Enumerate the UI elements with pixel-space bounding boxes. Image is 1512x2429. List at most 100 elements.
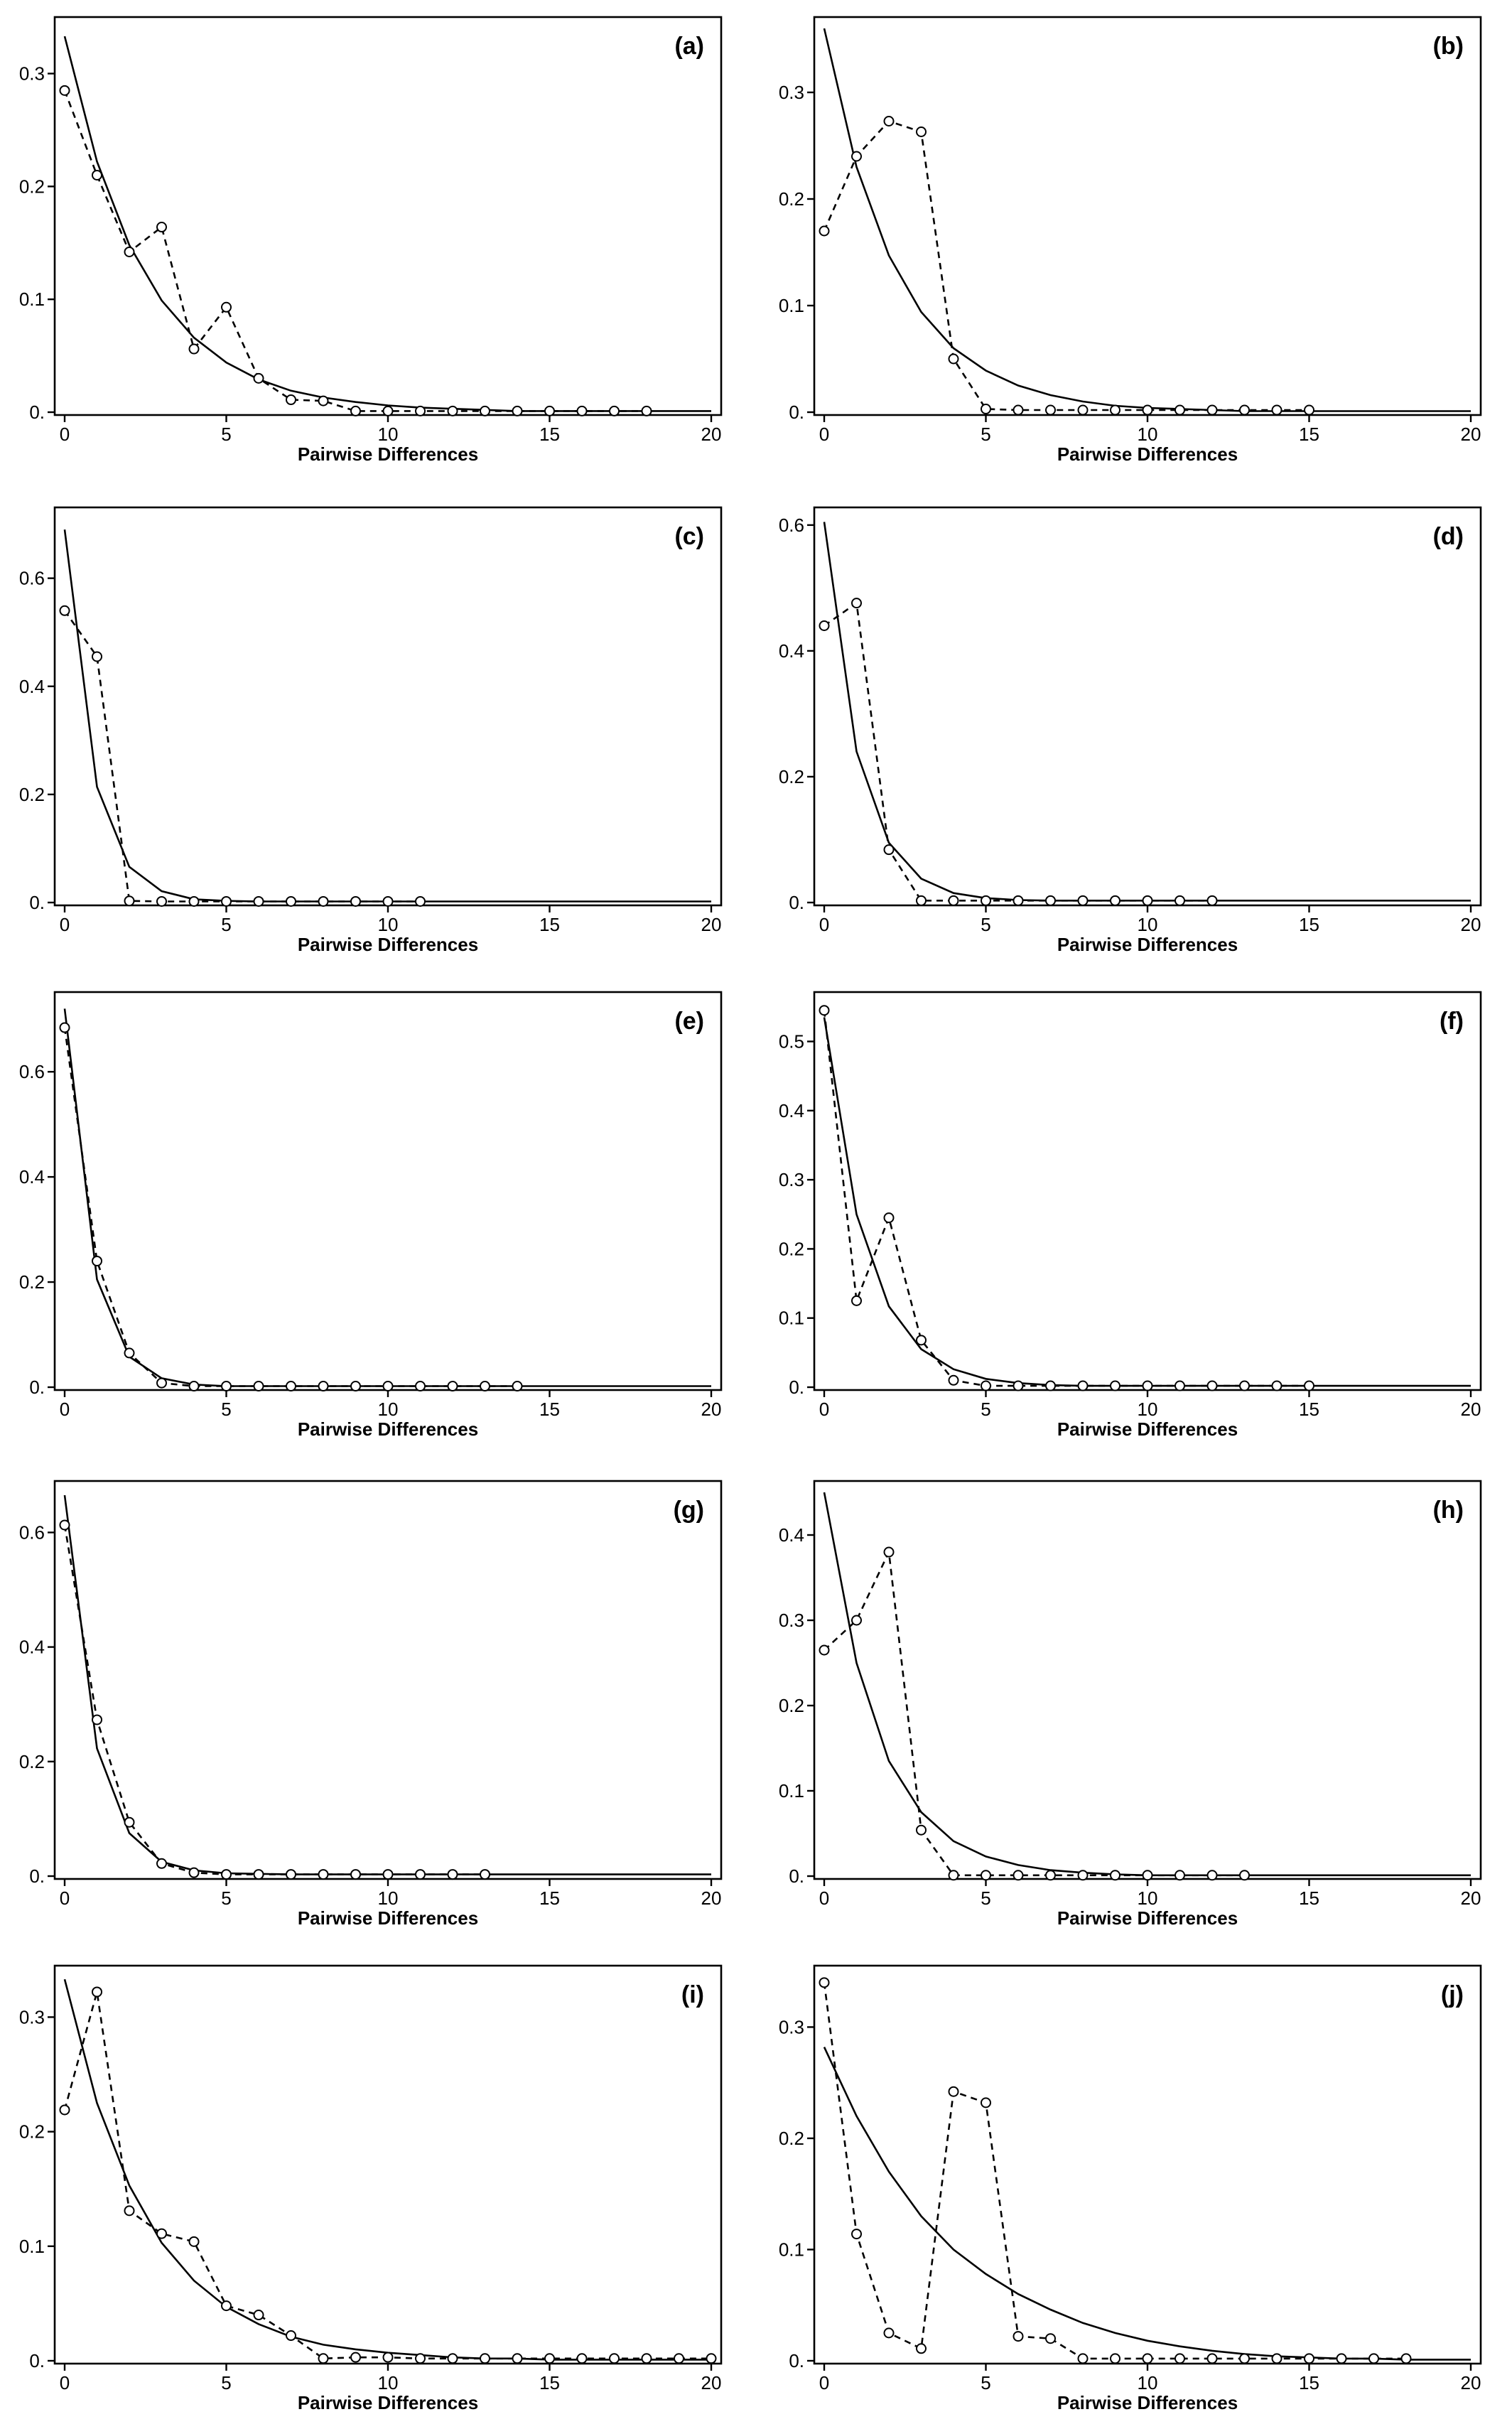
observed-point	[447, 1381, 458, 1392]
observed-series-line	[823, 1010, 1310, 1387]
panel-label: (f)	[1440, 1008, 1464, 1035]
observed-point	[350, 1381, 361, 1392]
y-tick-label: 0.1	[779, 1308, 804, 1329]
observed-point	[221, 1381, 232, 1392]
panel-label: (j)	[1441, 1981, 1464, 2008]
y-tick-label: 0.2	[779, 1238, 804, 1259]
observed-point	[1174, 895, 1185, 906]
observed-series-line	[824, 601, 1212, 902]
x-tick-label: 20	[701, 424, 722, 445]
observed-point	[253, 1381, 264, 1392]
observed-point	[1174, 2353, 1185, 2364]
panel-label: (a)	[674, 33, 704, 60]
plot-frame	[53, 506, 723, 907]
x-tick-label: 10	[1138, 2372, 1158, 2393]
observed-point	[480, 1381, 490, 1392]
observed-point	[188, 1867, 200, 1878]
y-tick-label: 0.2	[779, 188, 804, 210]
x-axis-label: Pairwise Differences	[298, 1418, 478, 1440]
expected-series-line	[63, 1008, 711, 1387]
panel-f: 0 5 10 15 20 0. 0.1 0.2 0.3 0.4 0.5 Pairwise Differ…	[779, 991, 1482, 1440]
y-tick-label: 0.2	[19, 2121, 45, 2143]
panel-a: 0 5 10 15 20 0. 0.1 0.2 0.3 Pairwise Differences (…	[19, 16, 723, 465]
panel-label: (g)	[674, 1497, 704, 1524]
panel-e: 0 5 10 15 20 0. 0.2 0.4 0.6 Pairwise Differences (…	[19, 991, 723, 1440]
x-tick-label: 15	[1299, 2372, 1319, 2393]
observed-point	[1336, 2353, 1347, 2364]
observed-point	[883, 1546, 895, 1558]
observed-point	[221, 895, 232, 907]
observed-point	[124, 2205, 135, 2217]
observed-point	[1206, 895, 1218, 906]
observed-series-line	[63, 610, 421, 903]
observed-point	[981, 404, 991, 414]
observed-point	[415, 2353, 426, 2364]
observed-point	[609, 2353, 620, 2364]
observed-series-line	[824, 1549, 1245, 1877]
x-tick-label: 0	[60, 1399, 70, 1420]
observed-point	[286, 394, 296, 406]
x-tick-label: 20	[1461, 914, 1481, 935]
x-tick-label: 0	[819, 424, 829, 445]
x-tick-label: 15	[539, 1887, 560, 1909]
observed-point	[480, 405, 490, 416]
x-tick-label: 10	[378, 2372, 399, 2393]
observed-point	[124, 1816, 135, 1828]
x-axis-label: Pairwise Differences	[1057, 2392, 1238, 2413]
y-tick-label: 0.1	[779, 295, 804, 316]
observed-point	[253, 372, 264, 384]
observed-point	[851, 2229, 862, 2240]
y-tick-label: 0.3	[779, 1610, 804, 1631]
observed-point	[1012, 1380, 1024, 1391]
y-tick-label: 0.	[29, 1377, 45, 1398]
observed-point	[188, 343, 200, 355]
x-tick-label: 15	[539, 424, 560, 445]
observed-point	[1077, 1870, 1089, 1881]
x-tick-label: 5	[981, 914, 990, 935]
observed-point	[981, 2097, 991, 2108]
y-tick-label: 0.2	[19, 1271, 45, 1293]
x-tick-label: 5	[981, 1399, 990, 1420]
y-tick-label: 0.	[29, 892, 45, 913]
observed-point	[512, 1381, 523, 1392]
x-tick-label: 15	[539, 2372, 560, 2393]
observed-point	[59, 1022, 70, 1033]
panel-c: 0 5 10 15 20 0. 0.2 0.4 0.6 Pairwise Differences (…	[19, 506, 723, 955]
observed-point	[819, 1977, 830, 1988]
observed-point	[1239, 404, 1250, 416]
observed-point	[253, 895, 264, 907]
y-tick-label: 0.1	[779, 1780, 804, 1801]
observed-point	[1368, 2353, 1379, 2364]
x-tick-label: 20	[701, 1887, 722, 1909]
observed-point	[286, 1869, 296, 1880]
panel-label: (d)	[1433, 523, 1464, 550]
observed-point	[253, 1869, 264, 1880]
observed-point	[1045, 1870, 1056, 1881]
observed-point	[382, 1869, 394, 1880]
x-tick-label: 10	[1138, 424, 1158, 445]
observed-point	[512, 405, 523, 416]
y-tick-label: 0.	[789, 1377, 804, 1398]
observed-point	[318, 1869, 329, 1880]
x-axis-label: Pairwise Differences	[298, 2392, 478, 2413]
observed-point	[609, 405, 620, 416]
observed-point	[124, 895, 135, 907]
x-tick-label: 5	[221, 1399, 231, 1420]
observed-point	[415, 405, 426, 416]
observed-point	[916, 2343, 927, 2354]
x-axis-label: Pairwise Differences	[1057, 1907, 1238, 1929]
observed-point	[576, 405, 588, 416]
observed-point	[156, 1377, 167, 1389]
y-tick-label: 0.4	[19, 676, 45, 697]
observed-point	[948, 895, 959, 906]
observed-point	[221, 1869, 232, 1880]
observed-point	[1110, 1380, 1120, 1391]
observed-point	[1045, 895, 1056, 906]
observed-point	[1077, 1380, 1089, 1391]
plot-frame	[813, 16, 1482, 416]
observed-point	[1110, 404, 1120, 416]
plot-frame	[53, 1964, 723, 2365]
observed-point	[382, 895, 394, 907]
panel-b: 0 5 10 15 20 0. 0.1 0.2 0.3 Pairwise Differences (…	[779, 16, 1482, 465]
observed-point	[124, 246, 135, 257]
